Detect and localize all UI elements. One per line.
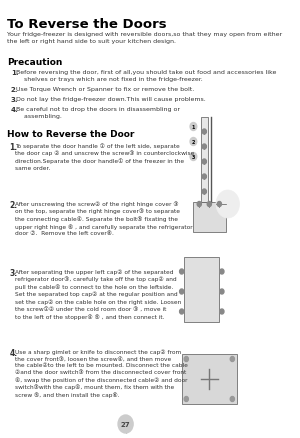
Text: 2.: 2. [11,87,18,93]
Circle shape [216,191,239,219]
Circle shape [190,123,197,131]
Text: 3: 3 [192,155,195,159]
Circle shape [184,396,188,402]
Text: 1: 1 [192,125,195,130]
FancyBboxPatch shape [193,202,226,232]
FancyBboxPatch shape [201,117,208,202]
Text: How to Reverse the Door: How to Reverse the Door [7,130,134,139]
Circle shape [217,202,221,207]
Text: 3.: 3. [11,97,19,103]
Circle shape [220,269,224,274]
Text: 1.: 1. [9,143,17,152]
Text: Do not lay the fridge-freezer down.This will cause problems.: Do not lay the fridge-freezer down.This … [16,97,206,102]
Text: To Reverse the Doors: To Reverse the Doors [7,18,166,31]
Text: After unscrewing the screw② of the right hinge cover ③
on the top, separate the : After unscrewing the screw② of the right… [15,201,193,236]
Text: 4.: 4. [11,107,19,113]
Circle shape [220,290,224,294]
Circle shape [118,415,133,433]
Text: Use a sharp gimlet or knife to disconnect the cap② from
the cover front③, loosen: Use a sharp gimlet or knife to disconnec… [15,348,188,397]
Circle shape [184,357,188,362]
Text: 2.: 2. [9,201,17,209]
Text: Your fridge-freezer is designed with reversible doors,so that they may open from: Your fridge-freezer is designed with rev… [7,32,282,43]
Circle shape [230,396,234,402]
Circle shape [202,130,206,135]
Circle shape [220,309,224,314]
Text: Before reversing the door, first of all,you should take out food and accessories: Before reversing the door, first of all,… [16,70,276,81]
Text: Use Torque Wrench or Spanner to fix or remove the bolt.: Use Torque Wrench or Spanner to fix or r… [16,87,194,92]
Text: Be careful not to drop the doors in disassembling or
    assembling.: Be careful not to drop the doors in disa… [16,107,180,118]
Circle shape [202,159,206,165]
Circle shape [202,190,206,194]
Circle shape [190,138,197,146]
Circle shape [180,290,184,294]
Circle shape [197,202,201,207]
Circle shape [202,175,206,180]
Circle shape [180,269,184,274]
Text: Precaution: Precaution [7,58,62,67]
FancyBboxPatch shape [184,257,219,322]
Circle shape [190,153,197,161]
Text: 3.: 3. [9,268,17,277]
Text: 2: 2 [192,140,195,145]
Circle shape [202,145,206,150]
Circle shape [230,357,234,362]
FancyBboxPatch shape [182,354,236,404]
Text: 27: 27 [121,421,130,427]
Text: 4.: 4. [9,348,17,357]
Text: 1.: 1. [11,70,19,76]
Text: To separate the door handle ① of the left side, separate
the door cap ② and unsc: To separate the door handle ① of the lef… [15,143,194,170]
Circle shape [207,202,212,207]
Circle shape [180,309,184,314]
Text: After separating the upper left cap② of the separated
refrigerator door③, carefu: After separating the upper left cap② of … [15,268,181,319]
